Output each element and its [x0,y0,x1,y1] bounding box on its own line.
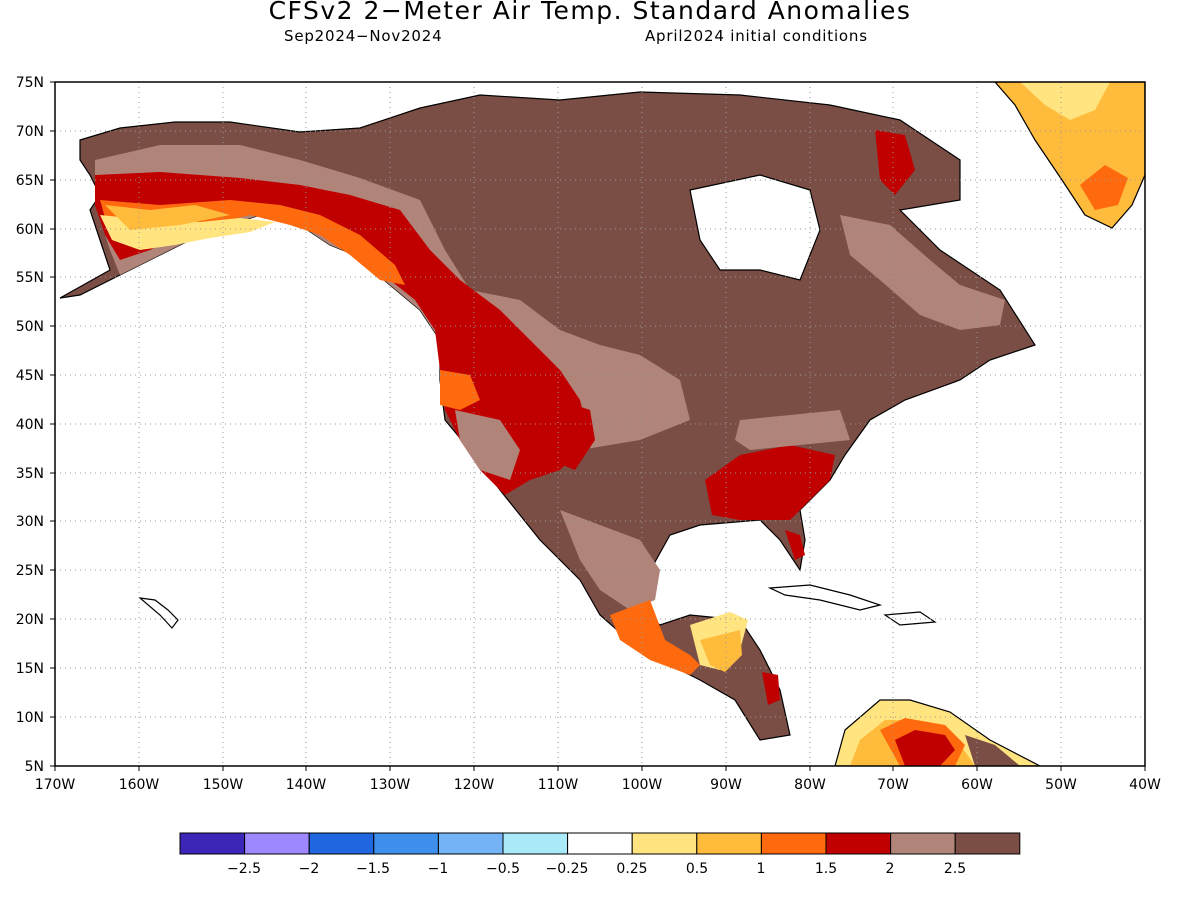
lat-label: 50N [16,319,44,335]
lon-label: 130W [370,777,411,793]
legend-label: −0.25 [546,861,589,877]
lon-label: 120W [454,777,495,793]
lat-label: 30N [16,514,44,530]
legend-swatch [954,832,1021,855]
lat-label: 65N [16,173,44,189]
guiana-brown [965,735,1020,766]
lat-label: 60N [16,222,44,238]
greenland-light [1020,82,1110,120]
lat-label: 75N [16,75,44,91]
legend-label: −2 [299,861,320,877]
venezuela-red [895,730,955,766]
graticule [55,82,1145,766]
hudson-bay [689,174,821,281]
lat-label: 15N [16,661,44,677]
longitude-labels: 170W 160W 150W 140W 130W 120W 110W 100W … [35,777,1161,793]
legend-swatch [696,832,762,855]
legend-label: 0.5 [686,861,708,877]
legend-labels: −2.5 −2 −1.5 −1 −0.5 −0.25 0.25 0.5 1 1.… [227,861,966,877]
lat-label: 55N [16,270,44,286]
lat-label: 10N [16,710,44,726]
legend-swatch [179,832,246,855]
west-coast-orange [440,370,480,410]
central-america-gold [700,630,742,672]
anomaly-field [59,82,1145,766]
lon-label: 170W [35,777,76,793]
lat-label: 40N [16,417,44,433]
latitude-labels: 75N 70N 65N 60N 55N 50N 45N 40N 35N 30N … [16,75,44,775]
lat-label: 35N [16,466,44,482]
initial-conditions: April2024 initial conditions [645,27,868,45]
chart-title: CFSv2 2−Meter Air Temp. Standard Anomali… [268,0,912,25]
lon-label: 140W [286,777,327,793]
legend-label: −1.5 [356,861,390,877]
legend-label: 2 [886,861,895,877]
tick-marks [50,81,1146,771]
legend-swatch [373,832,439,855]
lon-label: 150W [203,777,244,793]
legend-label: −1 [428,861,449,877]
lat-label: 70N [16,124,44,140]
legend-swatch [308,832,375,855]
lon-label: 160W [119,777,160,793]
legend-swatch [631,832,698,855]
lon-label: 50W [1045,777,1077,793]
lat-label: 45N [16,368,44,384]
lon-label: 110W [538,777,579,793]
legend-swatch [437,832,504,855]
legend-label: 0.25 [616,861,647,877]
lon-label: 90W [710,777,742,793]
legend-swatch [567,832,633,855]
lon-label: 60W [961,777,993,793]
florida-red [785,530,805,560]
lon-label: 100W [622,777,663,793]
legend-swatch [502,832,569,855]
legend-label: 1 [757,861,766,877]
legend-label: 2.5 [944,861,966,877]
central-america-red [762,672,780,705]
color-legend: −2.5 −2 −1.5 −1 −0.5 −0.25 0.25 0.5 1 1.… [179,832,1021,877]
mexico-light-band [560,510,660,610]
baffin-red [875,130,915,195]
lat-label: 20N [16,612,44,628]
greenland-orange [1080,165,1128,210]
legend-swatch [825,832,892,855]
southwest-light [455,410,520,480]
labrador-light [840,215,1005,330]
legend-swatch [244,832,310,855]
hispaniola-island [883,611,937,626]
lat-label: 25N [16,563,44,579]
alaska-light-gold [105,205,230,230]
lon-label: 70W [877,777,909,793]
hawaii-islands [138,597,179,629]
legend-label: −0.5 [486,861,520,877]
lon-label: 40W [1129,777,1161,793]
central-america-orange [610,600,700,675]
cuba-island [767,584,883,611]
lon-label: 80W [794,777,826,793]
lat-label: 5N [25,759,44,775]
southeast-light [735,410,850,450]
legend-label: 1.5 [815,861,837,877]
legend-label: −2.5 [227,861,261,877]
legend-swatch [890,832,956,855]
legend-swatch [760,832,827,855]
valid-period: Sep2024−Nov2024 [284,27,443,45]
southeast-red [705,445,835,520]
legend-swatches [179,832,1021,855]
